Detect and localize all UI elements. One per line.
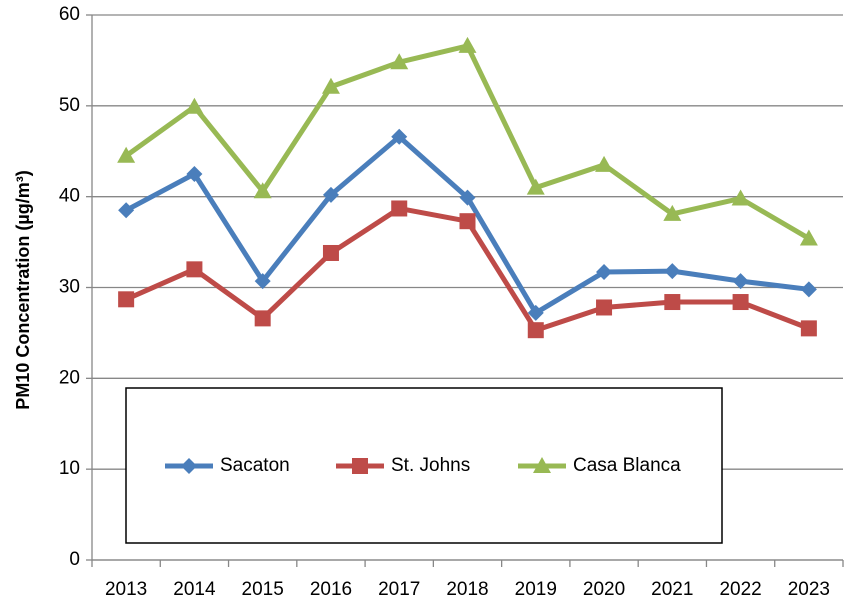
marker [596,264,613,281]
marker [732,273,749,290]
x-tick-label: 2016 [310,579,352,600]
marker [118,202,135,219]
marker [254,310,271,327]
x-tick-label: 2014 [173,579,216,600]
marker [322,186,339,203]
marker [459,213,476,230]
marker [527,322,544,339]
marker [391,128,408,145]
marker [117,146,136,163]
marker [527,304,544,321]
x-tick-label: 2023 [788,579,830,600]
y-tick-label: 30 [59,277,80,298]
marker [459,189,476,206]
y-tick-label: 50 [59,95,80,116]
marker [800,320,817,337]
marker [322,244,339,261]
y-tick-label: 0 [69,549,80,570]
marker [321,77,340,94]
y-tick-label: 20 [59,367,80,388]
y-axis-label: PM10 Concentration (µg/m³) [13,170,33,409]
marker [596,299,613,316]
marker [352,458,368,474]
legend-label: St. Johns [391,455,470,476]
y-tick-label: 10 [59,458,80,479]
series-line [124,43,811,241]
x-tick-label: 2021 [651,579,693,600]
marker [253,182,272,199]
marker [731,189,750,206]
marker [664,294,681,311]
x-tick-label: 2018 [446,579,488,600]
marker [458,36,477,53]
marker [186,261,203,278]
marker [391,200,408,217]
legend-label: Sacaton [220,455,290,476]
marker [526,178,545,195]
x-tick-label: 2022 [719,579,761,600]
marker [800,281,817,298]
x-tick-label: 2015 [242,579,284,600]
marker [664,263,681,280]
x-tick-label: 2019 [515,579,557,600]
marker [595,155,614,172]
legend-box [125,387,723,544]
marker [732,294,749,311]
y-tick-label: 60 [59,4,80,25]
x-tick-label: 2017 [378,579,420,600]
marker [663,204,682,221]
marker [533,457,551,473]
marker [799,229,818,246]
marker [390,53,409,70]
legend-label: Casa Blanca [573,455,681,476]
y-tick-label: 40 [59,186,80,207]
marker [181,458,197,474]
x-tick-label: 2020 [583,579,625,600]
x-tick-label: 2013 [105,579,147,600]
marker [118,291,135,308]
marker [254,273,271,290]
marker [185,97,204,114]
marker [186,165,203,182]
